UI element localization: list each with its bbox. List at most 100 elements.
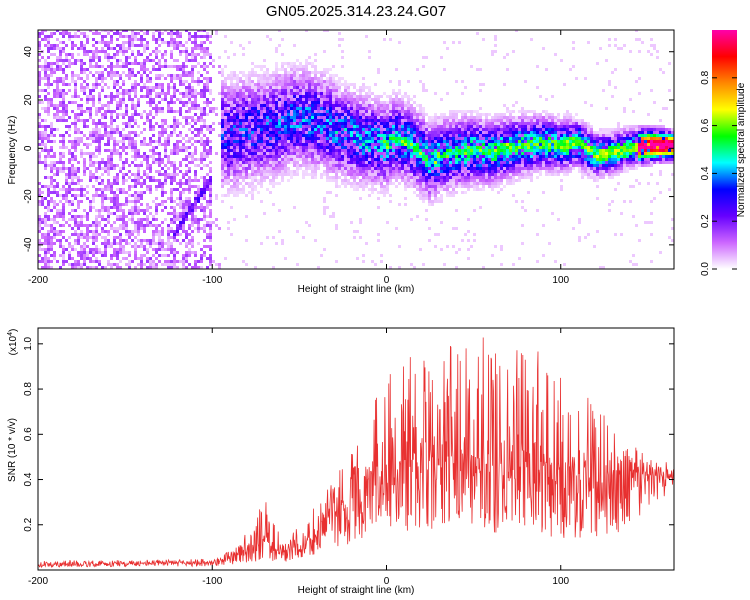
spectrogram-cell <box>209 56 212 59</box>
spectrogram-cell <box>74 86 77 89</box>
spectrogram-cell <box>374 188 377 191</box>
spectrogram-cell <box>116 50 119 53</box>
spectrogram-cell <box>305 92 308 95</box>
spectrogram-cell <box>338 86 341 89</box>
spectrogram-cell <box>89 59 92 62</box>
spectrogram-cell <box>53 113 56 116</box>
spectrogram-cell <box>344 164 347 167</box>
spectrogram-cell <box>203 218 206 221</box>
spectrogram-cell <box>113 71 116 74</box>
spectrogram-cell <box>143 212 146 215</box>
spectrogram-cell <box>113 131 116 134</box>
spectrogram-cell <box>266 161 269 164</box>
spectrogram-cell <box>164 53 167 56</box>
spectrogram-cell <box>368 137 371 140</box>
spectrogram-cell <box>317 104 320 107</box>
spectrogram-cell <box>125 233 128 236</box>
spectrogram-cell <box>170 248 173 251</box>
spectrogram-cell <box>296 65 299 68</box>
spectrogram-cell <box>389 155 392 158</box>
spectrogram-cell <box>131 245 134 248</box>
spectrogram-cell <box>50 266 53 269</box>
spectrogram-cell <box>47 263 50 266</box>
spectrogram-cell <box>38 113 41 116</box>
spectrogram-cell <box>185 164 188 167</box>
spectrogram-cell <box>95 167 98 170</box>
spectrogram-cell <box>410 176 413 179</box>
spectrogram-cell <box>107 173 110 176</box>
spectrogram-cell <box>260 86 263 89</box>
spectrogram-cell <box>392 182 395 185</box>
spectrogram-cell <box>194 197 197 200</box>
spectrogram-cell <box>260 125 263 128</box>
spectrogram-cell <box>281 110 284 113</box>
spectrogram-cell <box>224 167 227 170</box>
spectrogram-cell <box>203 197 206 200</box>
spectrogram-cell <box>209 239 212 242</box>
spectrogram-cell <box>53 206 56 209</box>
spectrogram-cell <box>404 188 407 191</box>
spectrogram-cell <box>146 167 149 170</box>
spectrogram-cell <box>131 107 134 110</box>
spectrogram-cell <box>92 206 95 209</box>
spectrogram-cell <box>41 242 44 245</box>
spectrogram-cell <box>152 155 155 158</box>
spectrogram-cell <box>98 56 101 59</box>
spectrogram-cell <box>275 125 278 128</box>
spectrogram-cell <box>380 185 383 188</box>
spectrogram-cell <box>38 71 41 74</box>
spectrogram-cell <box>368 104 371 107</box>
spectrogram-cell <box>47 260 50 263</box>
spectrogram-cell <box>155 224 158 227</box>
spectrogram-cell <box>287 158 290 161</box>
spectrogram-cell <box>236 74 239 77</box>
spectrogram-cell <box>44 221 47 224</box>
spectrogram-cell <box>380 125 383 128</box>
spectrogram-cell <box>197 194 200 197</box>
spectrogram-cell <box>380 95 383 98</box>
spectrogram-cell <box>107 137 110 140</box>
spectrogram-cell <box>347 92 350 95</box>
spectrogram-cell <box>167 254 170 257</box>
spectrogram-cell <box>272 176 275 179</box>
spectrogram-cell <box>134 107 137 110</box>
spectrogram-cell <box>206 224 209 227</box>
spectrogram-cell <box>278 230 281 233</box>
spectrogram-cell <box>263 179 266 182</box>
spectrogram-cell <box>134 89 137 92</box>
spectrogram-cell <box>80 131 83 134</box>
spectrogram-cell <box>188 98 191 101</box>
spectrogram-cell <box>179 140 182 143</box>
spectrogram-cell <box>137 212 140 215</box>
spectrogram-cell <box>74 89 77 92</box>
spectrogram-cell <box>284 68 287 71</box>
spectrogram-cell <box>275 173 278 176</box>
spectrogram-cell <box>383 110 386 113</box>
spectrogram-cell <box>317 71 320 74</box>
spectrogram-cell <box>143 254 146 257</box>
spectrogram-cell <box>236 185 239 188</box>
spectrogram-cell <box>221 131 224 134</box>
spectrogram-cell <box>47 62 50 65</box>
spectrogram-cell <box>59 188 62 191</box>
spectrogram-cell <box>176 188 179 191</box>
spectrogram-cell <box>110 164 113 167</box>
spectrogram-cell <box>281 149 284 152</box>
spectrogram-cell <box>227 113 230 116</box>
spectrogram-cell <box>68 38 71 41</box>
spectrogram-cell <box>44 218 47 221</box>
spectrogram-cell <box>299 92 302 95</box>
spectrogram-cell <box>152 215 155 218</box>
spectrogram-cell <box>365 86 368 89</box>
spectrogram-cell <box>77 266 80 269</box>
spectrogram-cell <box>74 170 77 173</box>
spectrogram-cell <box>134 236 137 239</box>
spectrogram-cell <box>281 95 284 98</box>
spectrogram-cell <box>248 167 251 170</box>
spectrogram-cell <box>335 95 338 98</box>
spectrogram-cell <box>110 98 113 101</box>
spectrogram-cell <box>89 176 92 179</box>
spectrogram-cell <box>263 83 266 86</box>
spectrogram-cell <box>86 245 89 248</box>
spectrogram-cell <box>140 140 143 143</box>
